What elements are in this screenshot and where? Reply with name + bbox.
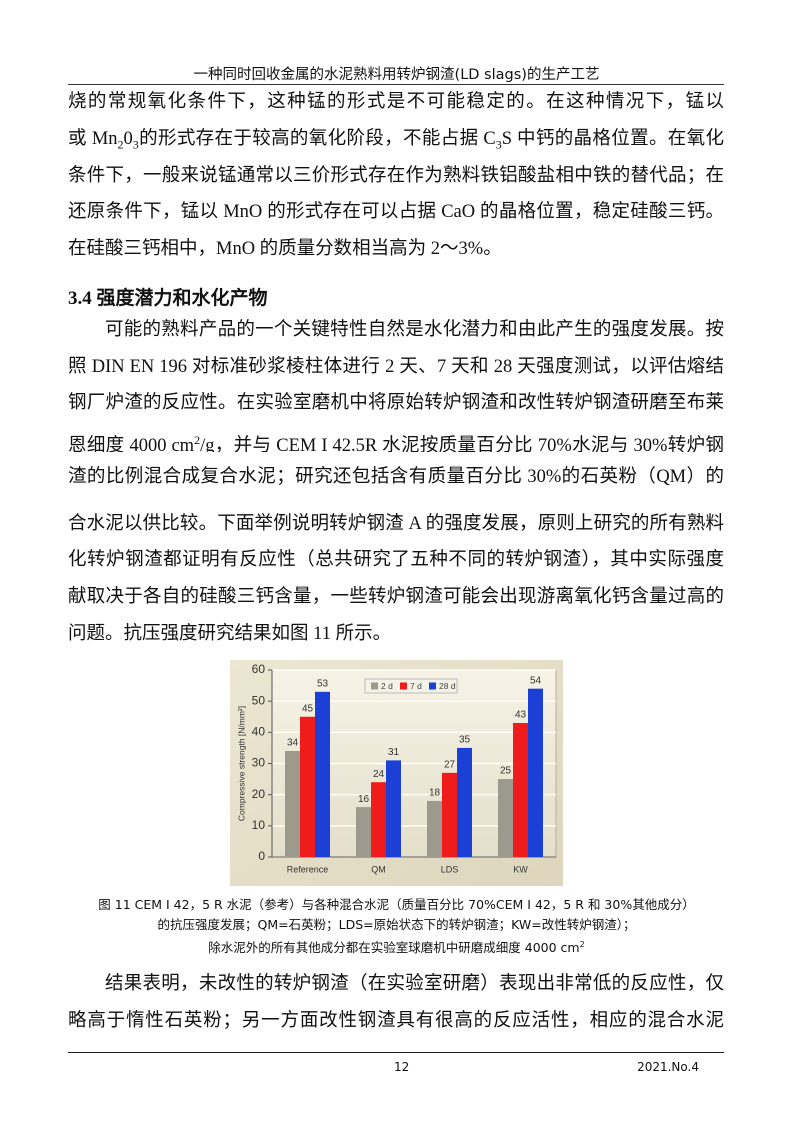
text-run: 的形式存在于较高的氧化阶段，不能占据 C bbox=[138, 129, 496, 149]
y-tick-label: 60 bbox=[252, 662, 266, 676]
text-line: 条件下，一般来说锰通常以三价形式存在作为熟料铁铝酸盐相中铁的替代品；在 bbox=[68, 164, 724, 188]
legend-swatch bbox=[429, 682, 436, 690]
y-tick-label: 0 bbox=[258, 849, 265, 863]
text-run: /g，并与 CEM I 42.5R 水泥按质量百分比 70%水泥与 30%转炉钢 bbox=[200, 436, 724, 452]
text-run: 烧的常规氧化条件下，这种锰的形式是不可能稳定的。在这种情况下，锰以 Mn0 bbox=[68, 92, 724, 112]
y-tick-label: 40 bbox=[252, 725, 266, 739]
text-run: 化转炉钢渣都证明有反应性（总共研究了五种不同的转炉钢渣），其中实际强度贡 bbox=[68, 550, 724, 570]
caption-line: 的抗压强度发展；QM=石英粉；LDS=原始状态下的转炉钢渣；KW=改性转炉钢渣）… bbox=[40, 916, 753, 934]
data-label: 18 bbox=[429, 788, 441, 799]
bar bbox=[457, 747, 472, 857]
subscript: 2 bbox=[117, 137, 124, 151]
data-label: 54 bbox=[530, 675, 542, 686]
subscript: 3 bbox=[495, 137, 502, 151]
text-run: 献取决于各自的硅酸三钙含量，一些转炉钢渣可能会出现游离氧化钙含量过高的 bbox=[68, 587, 724, 607]
text-run: 问题。抗压强度研究结果如图 11 所示。 bbox=[68, 624, 392, 644]
text-run: 或 Mn bbox=[68, 129, 118, 149]
bar bbox=[498, 779, 513, 857]
bar bbox=[427, 800, 442, 857]
superscript: 2 bbox=[579, 940, 585, 949]
text-run: 渣的比例混合成复合水泥；研究还包括含有质量百分比 30%的石英粉（QM）的混 bbox=[68, 467, 724, 487]
text-run: 结果表明，未改性的转炉钢渣（在实验室研磨）表现出非常低的反应性，仅 bbox=[105, 974, 724, 994]
page-number: 12 bbox=[394, 1060, 410, 1074]
text-run: 钢厂炉渣的反应性。在实验室磨机中将原始转炉钢渣和改性转炉钢渣研磨至布莱 bbox=[68, 393, 724, 413]
bar bbox=[528, 688, 543, 857]
text-line: 献取决于各自的硅酸三钙含量，一些转炉钢渣可能会出现游离氧化钙含量过高的 bbox=[68, 585, 724, 609]
text-run: 可能的熟料产品的一个关键特性自然是水化潜力和由此产生的强度发展。按 bbox=[105, 320, 724, 340]
data-label: 25 bbox=[500, 766, 512, 777]
x-tick-label: Reference bbox=[287, 864, 329, 874]
text-run: 还原条件下，锰以 MnO 的形式存在可以占据 CaO 的晶格位置，稳定硅酸三钙。 bbox=[68, 202, 724, 222]
legend-label: 2 d bbox=[381, 681, 393, 691]
bar bbox=[300, 716, 315, 857]
text-run: 在硅酸三钙相中，MnO 的质量分数相当高为 2～3%。 bbox=[68, 239, 502, 259]
bar bbox=[513, 722, 528, 857]
footer-rule bbox=[68, 1052, 724, 1053]
text-run: 条件下，一般来说锰通常以三价形式存在作为熟料铁铝酸盐相中铁的替代品；在 bbox=[68, 166, 724, 186]
text-line: 或 Mn203的形式存在于较高的氧化阶段，不能占据 C3S 中钙的晶格位置。在氧… bbox=[68, 127, 724, 151]
text-run: 图 11 CEM Ⅰ 42，5 R 水泥（参考）与各种混合水泥（质量百分比 70… bbox=[98, 897, 695, 912]
bar bbox=[371, 782, 386, 857]
data-label: 16 bbox=[358, 794, 370, 805]
text-line: 略高于惰性石英粉；另一方面改性钢渣具有很高的反应活性，相应的混合水泥 bbox=[68, 1009, 724, 1033]
running-header: 一种同时回收金属的水泥熟料用转炉钢渣(LD slags)的生产工艺 bbox=[193, 67, 600, 83]
chart: 0 10 20 30 40 50 60 Compressive strength [N/mm²… bbox=[230, 660, 563, 886]
text-line: 还原条件下，锰以 MnO 的形式存在可以占据 CaO 的晶格位置，稳定硅酸三钙。 bbox=[68, 200, 724, 224]
y-axis-label: Compressive strength [N/mm²] bbox=[236, 706, 246, 821]
data-label: 45 bbox=[302, 703, 314, 714]
data-label: 24 bbox=[373, 769, 385, 780]
text-line: 化转炉钢渣都证明有反应性（总共研究了五种不同的转炉钢渣），其中实际强度贡 bbox=[68, 548, 724, 572]
x-tick-label: QM bbox=[371, 864, 386, 874]
legend-label: 28 d bbox=[439, 681, 456, 691]
x-tick-label: KW bbox=[513, 864, 528, 874]
text-line: 钢厂炉渣的反应性。在实验室磨机中将原始转炉钢渣和改性转炉钢渣研磨至布莱 bbox=[68, 391, 724, 415]
text-line: 烧的常规氧化条件下，这种锰的形式是不可能稳定的。在这种情况下，锰以 Mn02 bbox=[68, 90, 724, 114]
text-run: 除水泥外的所有其他成分都在实验室球磨机中研磨成细度 4000 cm bbox=[208, 940, 580, 956]
text-line: 渣的比例混合成复合水泥；研究还包括含有质量百分比 30%的石英粉（QM）的混 bbox=[68, 465, 724, 489]
caption-line: 除水泥外的所有其他成分都在实验室球磨机中研磨成细度 4000 cm2 bbox=[40, 936, 753, 957]
section-heading: 3.4 强度潜力和水化产物 bbox=[68, 288, 268, 309]
legend-swatch bbox=[400, 682, 407, 690]
text-run: 略高于惰性石英粉；另一方面改性钢渣具有很高的反应活性，相应的混合水泥 bbox=[68, 1011, 724, 1031]
text-line: 合水泥以供比较。下面举例说明转炉钢渣 A 的强度发展，原则上研究的所有熟料 bbox=[68, 512, 724, 536]
text-run: 0 bbox=[123, 129, 133, 149]
data-label: 53 bbox=[317, 678, 329, 689]
bar bbox=[285, 751, 300, 857]
issue: 2021.No.4 bbox=[637, 1060, 699, 1074]
text-run: 照 DIN EN 196 对标准砂浆棱柱体进行 2 天、7 天和 28 天强度测… bbox=[68, 357, 724, 377]
data-label: 27 bbox=[444, 759, 456, 770]
subscript: 3 bbox=[132, 137, 139, 151]
text-run: 合水泥以供比较。下面举例说明转炉钢渣 A 的强度发展，原则上研究的所有熟料 bbox=[68, 514, 724, 534]
data-label: 34 bbox=[287, 738, 299, 749]
data-label: 35 bbox=[459, 735, 471, 746]
text-line: 可能的熟料产品的一个关键特性自然是水化潜力和由此产生的强度发展。按 bbox=[105, 318, 724, 342]
caption-line: 图 11 CEM Ⅰ 42，5 R 水泥（参考）与各种混合水泥（质量百分比 70… bbox=[40, 896, 753, 914]
text-line: 结果表明，未改性的转炉钢渣（在实验室研磨）表现出非常低的反应性，仅 bbox=[105, 972, 724, 996]
legend-swatch bbox=[371, 682, 378, 690]
header-rule bbox=[68, 84, 724, 85]
y-tick-label: 50 bbox=[252, 693, 266, 707]
y-tick-label: 30 bbox=[252, 756, 266, 770]
bar bbox=[386, 760, 401, 857]
text-line: 问题。抗压强度研究结果如图 11 所示。 bbox=[68, 622, 724, 646]
x-tick-label: LDS bbox=[441, 864, 459, 874]
text-run: 恩细度 4000 cm bbox=[68, 436, 195, 452]
data-label: 31 bbox=[388, 747, 400, 758]
y-tick-label: 10 bbox=[252, 818, 266, 832]
text-line: 在硅酸三钙相中，MnO 的质量分数相当高为 2～3%。 bbox=[68, 237, 724, 261]
y-tick-label: 20 bbox=[252, 787, 266, 801]
bar bbox=[442, 772, 457, 857]
bar bbox=[356, 807, 371, 857]
text-run: S 中钙的晶格位置。在氧化 bbox=[501, 129, 724, 149]
data-label: 43 bbox=[515, 710, 527, 721]
text-run: 的抗压强度发展；QM=石英粉；LDS=原始状态下的转炉钢渣；KW=改性转炉钢渣）… bbox=[157, 917, 636, 932]
superscript: 2 bbox=[194, 433, 201, 447]
text-line: 照 DIN EN 196 对标准砂浆棱柱体进行 2 天、7 天和 28 天强度测… bbox=[68, 355, 724, 379]
bar bbox=[315, 691, 330, 857]
text-line: 恩细度 4000 cm2/g，并与 CEM I 42.5R 水泥按质量百分比 7… bbox=[68, 428, 724, 452]
legend-label: 7 d bbox=[410, 681, 422, 691]
